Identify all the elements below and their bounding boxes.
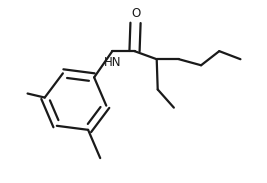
Text: O: O <box>131 7 140 20</box>
Text: HN: HN <box>104 56 121 69</box>
